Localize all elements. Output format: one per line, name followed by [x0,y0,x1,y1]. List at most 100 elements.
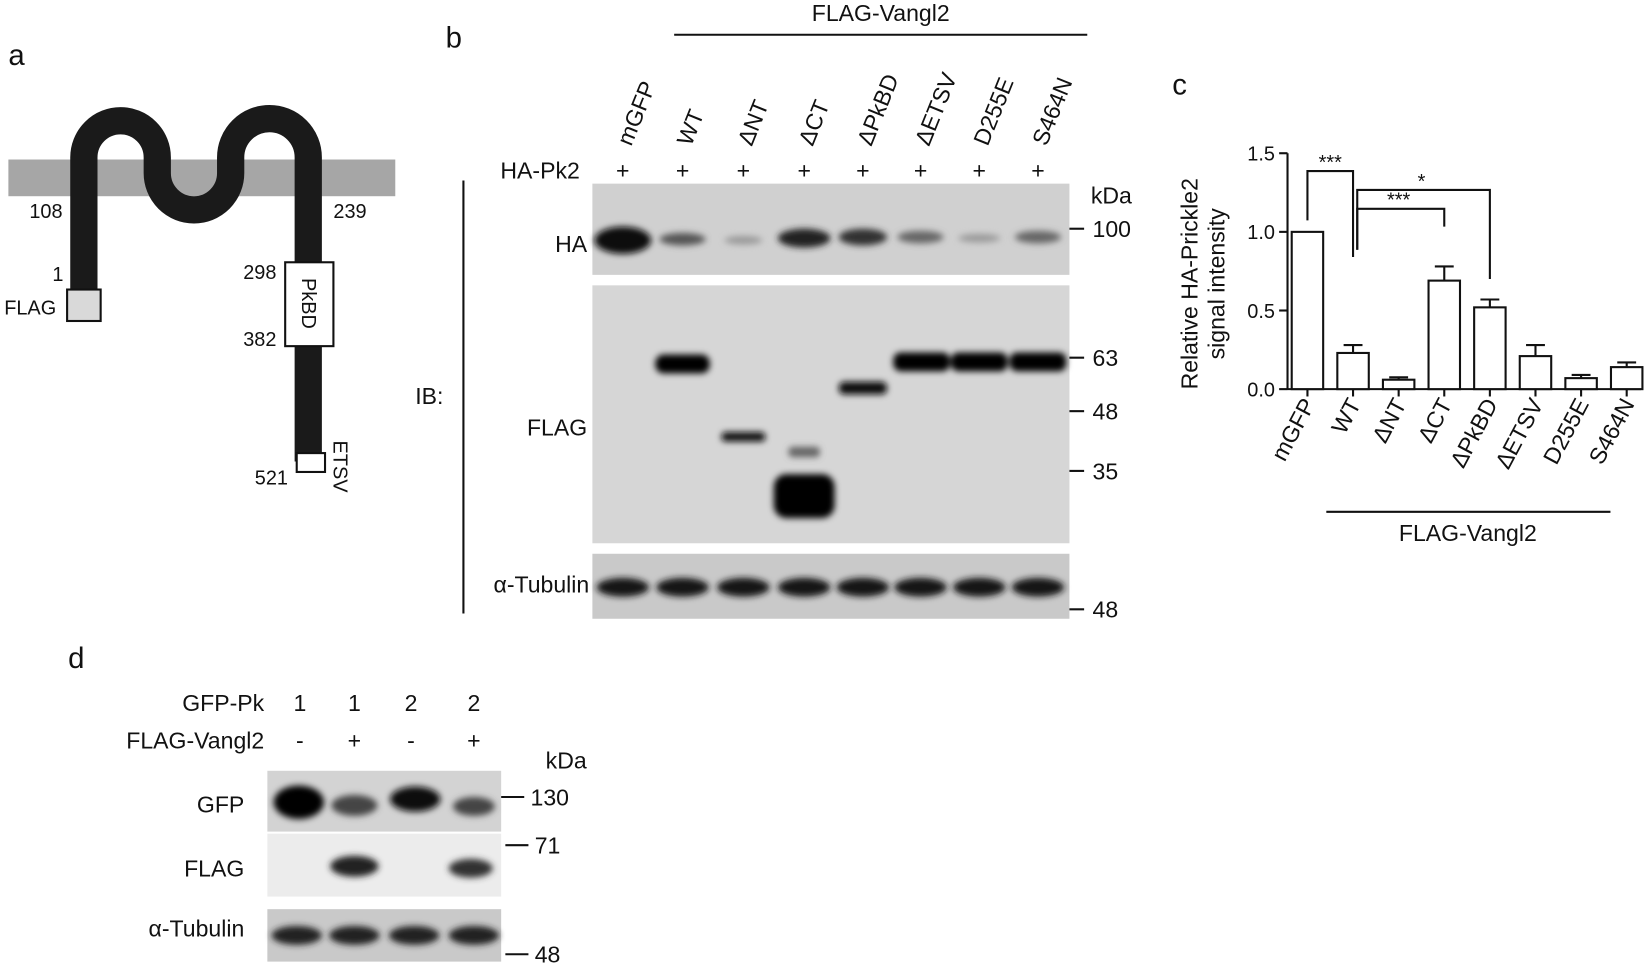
bar [1609,366,1644,391]
lane-label: ΔNT [732,96,773,149]
residue: 521 [255,468,288,490]
band [893,352,950,372]
band [724,236,763,245]
label: FLAG [4,298,56,320]
bar [1564,377,1598,391]
group-label: FLAG-Vangl2 [1399,520,1537,546]
significance-label: *** [1387,190,1410,212]
significance-bracket [1306,170,1355,258]
lane-label: WT [671,106,709,149]
group-label: FLAG-Vangl2 [812,0,950,26]
lane-label: mGFP [612,77,661,148]
band [594,226,652,254]
residue: 239 [333,201,366,223]
y-axis-label: signal intensity [1204,208,1230,360]
tubulin-bands [596,577,1065,597]
bar [1381,378,1416,391]
row-mark: - [296,728,304,754]
row-mark: 1 [293,690,306,716]
residue: 1 [52,264,63,286]
row-mark: 2 [405,690,418,716]
y-tick-label: 0.5 [1247,301,1275,323]
blot-label: FLAG [527,414,587,440]
band [330,855,379,877]
y-tick-label: 1.0 [1247,222,1275,244]
row-mark: + [1031,157,1044,183]
y-tick-label: 1.5 [1247,144,1275,166]
bar [1336,351,1370,391]
lane-label: D255E [968,74,1019,149]
error-bar [1480,298,1500,308]
residue: 108 [29,201,62,223]
row-mark: + [676,157,689,183]
row-mark: + [914,157,927,183]
band [773,474,835,519]
band [894,577,947,597]
error-bar [1343,344,1363,353]
row-mark: + [616,157,629,183]
row-mark: + [856,157,869,183]
error-bar [1617,361,1637,368]
panel-letter: d [68,642,84,675]
panel-letter: b [446,21,462,54]
band [1009,352,1067,372]
y-axis-label: Relative HA-Prickle2 [1176,178,1202,389]
band [271,925,322,945]
significance-label: *** [1319,152,1342,174]
band [656,577,709,597]
x-tick-label: mGFP [1266,394,1320,465]
band [273,785,324,820]
lane-label: S464N [1027,74,1078,149]
kda: kDa [1091,183,1132,209]
residue: 298 [243,262,276,284]
band [655,354,710,374]
row-mark: + [348,728,361,754]
significance-label: * [1418,171,1426,193]
band [777,577,831,597]
band [717,577,770,597]
band [897,230,944,244]
marker-label: 71 [535,833,561,859]
blot-label: α-Tubulin [149,915,245,941]
band [390,786,441,812]
y-tick-label: 0.0 [1247,379,1275,401]
kda: kDa [546,748,587,774]
error-bar [1571,373,1591,379]
significance-bracket [1356,188,1491,280]
band [788,446,820,458]
pkbd-box [284,261,335,348]
bar [1427,279,1462,391]
band [838,381,888,395]
band [721,432,766,442]
band [958,233,1001,243]
etsv-box [295,452,327,474]
marker-label: 48 [1093,597,1119,623]
error-bar [1389,376,1409,380]
marker-label: 130 [531,784,569,810]
ib-label: IB: [415,383,443,409]
band [659,232,706,246]
flag-box [66,288,102,323]
band [596,577,650,597]
marker-label: 100 [1093,216,1131,242]
blot-label: GFP [197,792,244,818]
band [836,577,890,597]
band [448,858,493,878]
band [1011,577,1065,597]
row-mark: + [737,157,750,183]
lane-label: ΔETSV [909,68,962,148]
x-tick-label: ΔCT [1412,394,1457,447]
blot-label: FLAG [184,856,244,882]
row-mark: 1 [348,690,361,716]
row-mark: + [973,157,986,183]
marker-label: 48 [1093,399,1119,425]
band [838,228,888,246]
band [331,794,378,816]
label: PkBD [297,278,319,329]
marker-label: 35 [1093,458,1119,484]
band [953,577,1006,597]
band [1014,230,1062,244]
row-mark: + [467,728,480,754]
